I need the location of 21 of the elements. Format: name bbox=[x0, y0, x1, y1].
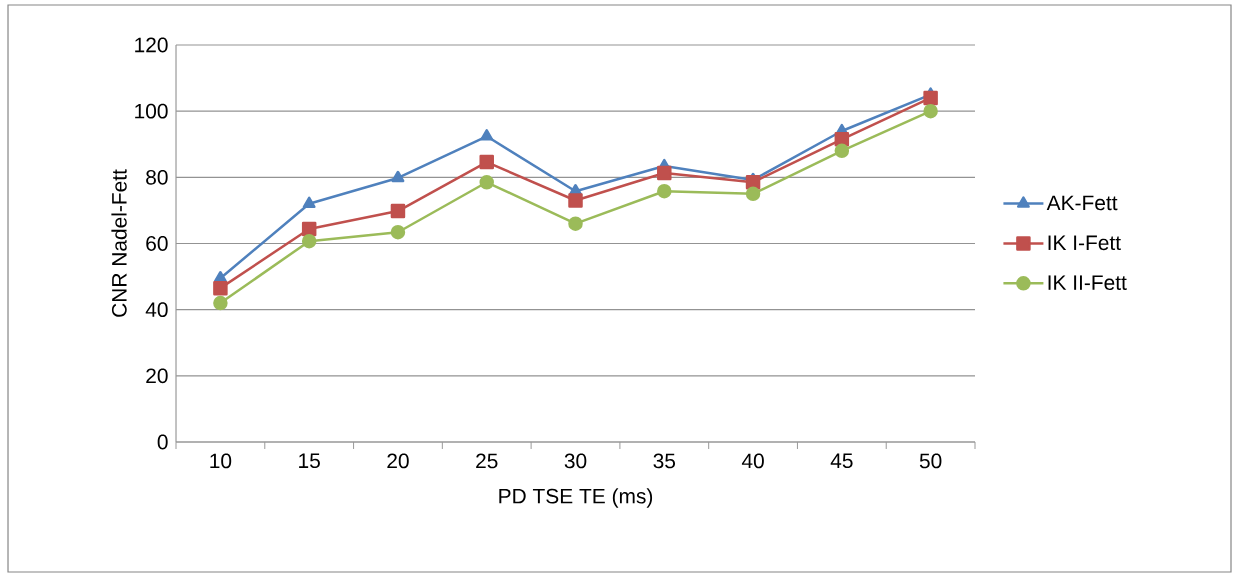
legend-label: AK-Fett bbox=[1046, 195, 1118, 211]
x-axis-title: PD TSE TE (ms) bbox=[499, 488, 653, 508]
legend-label: IK I-Fett bbox=[1048, 235, 1121, 251]
x-tick-label: 35 bbox=[653, 453, 676, 469]
y-tick-label: 0 bbox=[157, 434, 168, 450]
legend-label: IK II-Fett bbox=[1048, 275, 1127, 291]
x-tick-label: 20 bbox=[387, 453, 409, 469]
x-tick-label: 15 bbox=[299, 453, 320, 469]
y-tick-label: 80 bbox=[146, 169, 168, 185]
y-axis-title: CNR Nadel-Fett bbox=[111, 169, 127, 317]
y-tick-label: 40 bbox=[145, 302, 168, 318]
y-tick-label: 120 bbox=[135, 37, 168, 53]
x-tick-label: 10 bbox=[210, 453, 232, 469]
x-tick-label: 30 bbox=[564, 453, 587, 469]
x-tick-label: 40 bbox=[741, 453, 764, 469]
y-tick-label: 60 bbox=[146, 236, 168, 251]
x-tick-label: 50 bbox=[919, 453, 942, 469]
x-tick-label: 25 bbox=[476, 453, 498, 469]
x-tick-label: 45 bbox=[830, 453, 853, 469]
y-tick-label: 20 bbox=[146, 368, 168, 384]
y-tick-label: 100 bbox=[135, 103, 168, 119]
